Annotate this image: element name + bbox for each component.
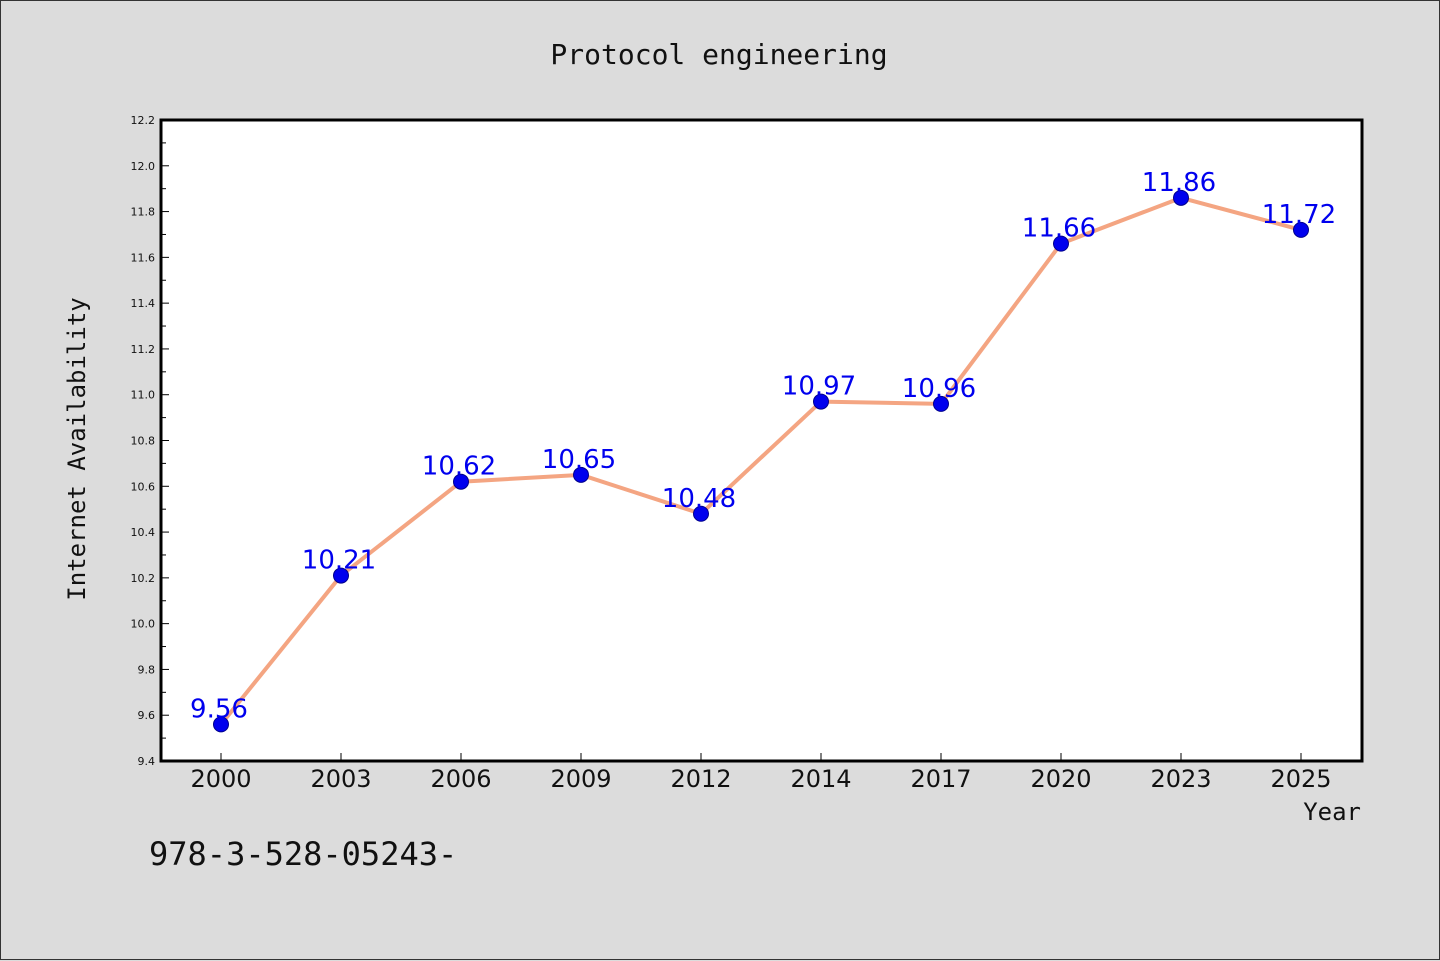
data-point (1053, 235, 1069, 252)
data-label: 10.48 (662, 484, 736, 514)
data-point (1173, 189, 1189, 206)
y-tick-label: 10.0 (131, 618, 156, 631)
y-axis: 9.4 9.6 9.8 10.0 10.2 10.4 10.6 10.8 11.0 11.2 11.… (131, 114, 169, 768)
data-point (933, 395, 949, 412)
x-tick-label: 2006 (430, 765, 491, 793)
y-axis-label: Internet Availability (63, 297, 91, 600)
x-tick-label: 2009 (550, 765, 611, 793)
y-tick-label: 12.0 (131, 160, 156, 173)
y-tick-label: 9.8 (138, 663, 156, 676)
x-tick-label: 2020 (1030, 765, 1091, 793)
y-tick-label: 11.2 (131, 343, 156, 356)
y-tick-label: 10.6 (131, 480, 156, 493)
x-tick-label: 2023 (1150, 765, 1211, 793)
y-tick-label: 10.8 (131, 435, 156, 448)
data-point (453, 473, 469, 490)
data-label: 11.86 (1142, 168, 1216, 198)
series-group (213, 189, 1309, 733)
series-line (219, 195, 1302, 726)
x-axis-label: Year (1303, 798, 1361, 826)
data-label: 10.96 (902, 374, 976, 404)
y-tick-label: 11.8 (131, 206, 156, 219)
y-tick-label: 10.2 (131, 572, 156, 585)
footer-code: 978-3-528-05243- (149, 835, 457, 873)
data-point (213, 716, 229, 733)
data-label: 11.72 (1262, 200, 1336, 230)
y-tick-label: 11.0 (131, 389, 156, 402)
data-point (573, 466, 589, 483)
x-tick-label: 2000 (190, 765, 251, 793)
y-tick-label: 10.4 (131, 526, 156, 539)
plot-area (159, 118, 1364, 763)
y-tick-label: 11.6 (131, 251, 156, 264)
chart-title: Protocol engineering (550, 38, 887, 71)
x-tick-label: 2003 (310, 765, 371, 793)
x-tick-label: 2025 (1270, 765, 1331, 793)
x-tick-label: 2014 (790, 765, 851, 793)
data-labels: 9.56 10.21 10.62 10.65 10.48 10.97 10.96 11.66 1… (190, 168, 1336, 725)
data-label: 10.97 (782, 372, 856, 402)
data-point (1293, 221, 1309, 238)
data-label: 10.65 (542, 445, 616, 475)
y-tick-label: 11.4 (131, 297, 156, 310)
data-label: 9.56 (190, 694, 248, 724)
data-point (693, 505, 709, 522)
data-label: 10.21 (302, 546, 376, 576)
y-tick-label: 9.4 (138, 755, 156, 768)
data-point (813, 393, 829, 410)
y-tick-label: 9.6 (138, 709, 156, 722)
y-tick-label: 12.2 (131, 114, 156, 127)
data-label: 11.66 (1022, 214, 1096, 244)
x-tick-label: 2017 (910, 765, 971, 793)
x-axis: 2000 2003 2006 2009 2012 2014 2017 2020 2023 2025 (190, 753, 1332, 793)
data-label: 10.62 (422, 452, 496, 482)
x-tick-label: 2012 (670, 765, 731, 793)
data-point (333, 567, 349, 584)
